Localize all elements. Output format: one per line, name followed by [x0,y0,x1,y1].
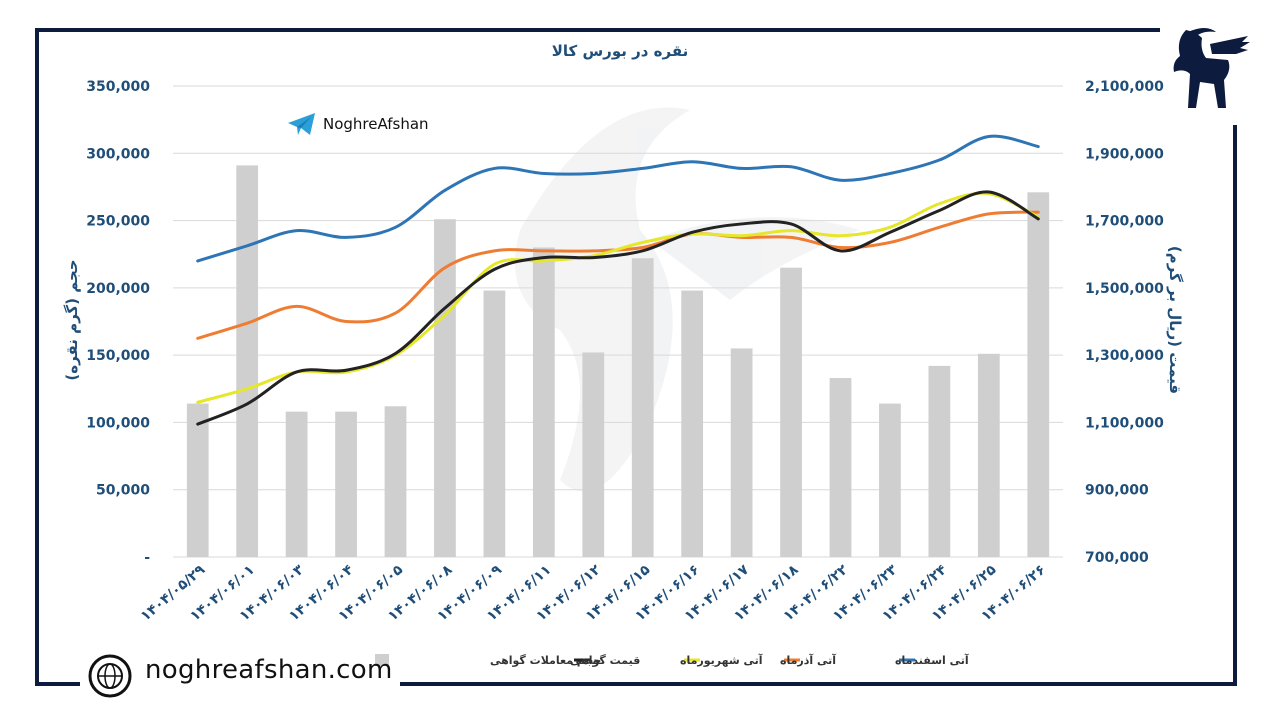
legend-label: آتی آذرماه [780,653,836,667]
y-left-tick-label: 350,000 [86,79,150,95]
frame-bottom-left [35,682,80,686]
volume-bar [434,219,456,557]
series-line [196,134,1040,263]
website-url: noghreafshan.com [145,655,393,685]
volume-bar [285,411,308,557]
volume-bar [1027,192,1050,557]
volume-bar [532,247,555,557]
y-right-tick-label: 1,900,000 [1085,146,1164,162]
volume-bar [928,365,951,557]
volume-bar [879,403,901,557]
telegram-label: NoghreAfshan [323,115,429,133]
legend-label: حجم معاملات گواهی [490,654,601,667]
y-right-tick-label: 700,000 [1085,550,1149,566]
y-left-tick-label: 200,000 [86,281,150,297]
y-left-tick-label: 300,000 [86,146,150,162]
y-right-tick-label: 1,500,000 [1085,281,1164,297]
y-right-tick-label: 1,100,000 [1085,415,1164,431]
globe-icon [88,654,132,698]
frame-bottom-right [400,682,1237,686]
volume-bar [582,352,605,557]
legend-swatch [375,654,389,666]
ibex-logo [1173,28,1250,108]
volume-bar [186,403,209,557]
legend: آتی اسفندماه آتی آذرماه آتی شهریورماه قیمت … [375,653,969,667]
chart-title: نقره در بورس کالا [552,42,689,60]
y-axis-left-label: حجم (گرم نقره) [63,259,81,380]
frame-left [35,28,39,686]
frame-top [35,28,1160,32]
volume-bar [335,411,357,557]
y-axis-right-label: قیمت (ریال بر گرم) [1166,246,1184,394]
y-right-tick-label: 1,300,000 [1085,348,1164,364]
series-line [196,190,1040,426]
volume-bar [829,378,852,557]
volume-bar [780,267,802,557]
y-left-tick-label: - [144,550,150,566]
y-right-tick-label: 1,700,000 [1085,214,1164,230]
y-left-tick-label: 100,000 [86,415,150,431]
y-right-tick-label: 2,100,000 [1085,79,1164,95]
legend-label: قیمت گواهی [570,654,640,667]
y-left-tick-label: 150,000 [86,348,150,364]
y-left-tick-label: 250,000 [86,214,150,230]
telegram-icon [288,113,315,135]
legend-label: آتی اسفندماه [895,653,969,667]
volume-bar [681,290,704,557]
y-left-tick-label: 50,000 [96,483,150,499]
volume-bar [631,258,654,557]
legend-label: آتی شهریورماه [680,653,763,667]
y-right-tick-label: 900,000 [1085,483,1149,499]
volume-bar [384,406,407,557]
series-line [196,191,1040,404]
volume-bar [483,290,506,557]
volume-bar [236,165,259,557]
volume-bar [977,353,1000,557]
telegram-brand: NoghreAfshan [287,112,429,136]
volume-bar [730,348,753,557]
frame-right [1233,125,1237,685]
